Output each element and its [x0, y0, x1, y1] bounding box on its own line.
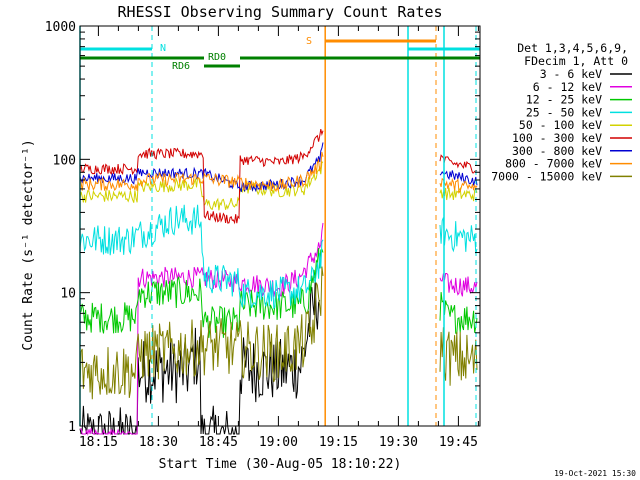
rd6-label: RD6: [172, 61, 190, 72]
x-tick-label: 19:00: [259, 435, 298, 450]
legend-header-line-1: Det 1,3,4,5,6,9,: [517, 41, 628, 55]
legend-header-line-2: FDecim 1, Att 0: [524, 54, 628, 68]
legend-entry-label: 7000 - 15000 keV: [491, 169, 602, 183]
x-tick-label: 18:45: [199, 435, 238, 450]
chart-title: RHESSI Observing Summary Count Rates: [117, 3, 442, 21]
x-tick-label: 18:30: [139, 435, 178, 450]
night-label: N: [160, 43, 166, 54]
x-axis-label: Start Time (30-Aug-05 18:10:22): [159, 457, 402, 472]
legend-entry-label: 100 - 300 keV: [512, 131, 602, 145]
generation-timestamp: 19-Oct-2021 15:30: [554, 469, 636, 478]
y-axis-label: Count Rate (s⁻¹ detector⁻¹): [21, 139, 36, 350]
y-tick-label: 1000: [45, 20, 76, 35]
x-tick-label: 19:15: [319, 435, 358, 450]
axes: 18:15 18:30 18:45 19:00 19:15 19:30 19:45 1 10 10…: [45, 20, 480, 450]
legend-entry-label: 25 - 50 keV: [526, 105, 602, 119]
legend-entry-label: 50 - 100 keV: [519, 118, 602, 132]
series-line-800to7000keV: [79, 151, 478, 194]
y-tick-label: 1: [68, 420, 76, 435]
y-tick-label: 100: [53, 153, 76, 168]
series-line-100to300keV: [79, 128, 478, 225]
series-line-7000to15000keV: [79, 266, 478, 400]
plot-frame: [79, 25, 481, 427]
legend-entry-label: 12 - 25 keV: [526, 93, 602, 107]
saa-label: S: [306, 36, 312, 47]
legend: Det 1,3,4,5,6,9, FDecim 1, Att 0 3 - 6 k…: [491, 41, 632, 183]
x-tick-label: 19:30: [379, 435, 418, 450]
legend-entry-label: 300 - 800 keV: [512, 144, 602, 158]
y-tick-label: 10: [60, 287, 76, 302]
series-line-3to6keV: [79, 279, 321, 436]
legend-entry-label: 6 - 12 keV: [533, 80, 602, 94]
x-tick-label: 19:45: [439, 435, 478, 450]
legend-entry-label: 800 - 7000 keV: [505, 157, 602, 171]
series-line-6to12keV: [79, 222, 478, 436]
series-line-12to25keV: [79, 247, 478, 338]
rd0-label: RD0: [208, 52, 226, 63]
legend-entry-label: 3 - 6 keV: [540, 67, 602, 81]
plot-area: [79, 128, 478, 436]
x-tick-label: 18:15: [79, 435, 118, 450]
series-line-25to50keV: [79, 204, 478, 310]
